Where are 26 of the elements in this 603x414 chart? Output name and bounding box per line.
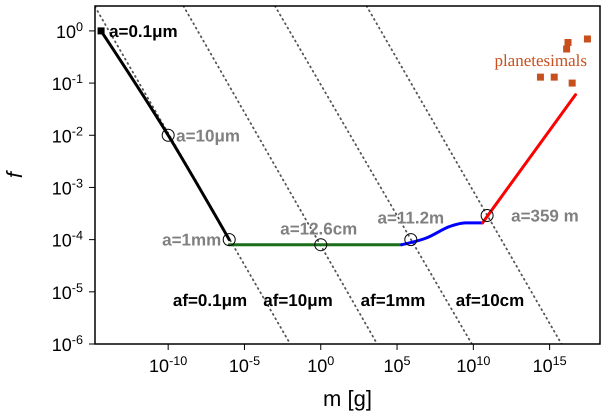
y-tick-label: 10$^{0}$	[56, 20, 83, 42]
annotation: a=359 m	[511, 206, 579, 226]
y-tick-label: 10$^{-1}$	[52, 72, 83, 94]
y-tick-label: 10$^{-6}$	[52, 333, 83, 355]
y-tick-label: 10$^{-3}$	[52, 176, 83, 198]
x-tick-label: 10$^{0}$	[307, 354, 334, 376]
y-tick-label: 10$^{-2}$	[52, 124, 83, 146]
y-tick-label: 10$^{-5}$	[52, 280, 83, 303]
annotation: a=0.1μm	[109, 22, 178, 41]
annotation: af=10μm	[263, 291, 333, 310]
annotation: af=1mm	[360, 291, 426, 310]
annotation: af=0.1μm	[172, 291, 248, 310]
x-tick-label: 10$^{10}$	[456, 354, 490, 376]
annotation: a=12.6cm	[280, 220, 358, 239]
x-axis-title: m [g]	[323, 386, 372, 411]
annotation: af=10cm	[456, 291, 524, 310]
x-tick-label: 10$^{5}$	[384, 354, 411, 376]
y-axis-title: f	[2, 169, 27, 178]
y-tick-label: 10$^{-4}$	[52, 228, 83, 251]
annotation: a=11.2m	[378, 208, 444, 228]
x-tick-label: 10$^{-10}$	[149, 354, 188, 376]
annotation: a=10μm	[176, 126, 240, 146]
x-tick-label: 10$^{-5}$	[228, 354, 260, 376]
annotation: a=1mm	[162, 230, 222, 250]
annotation: planetesimals	[494, 51, 587, 70]
x-tick-label: 10$^{15}$	[532, 354, 567, 376]
